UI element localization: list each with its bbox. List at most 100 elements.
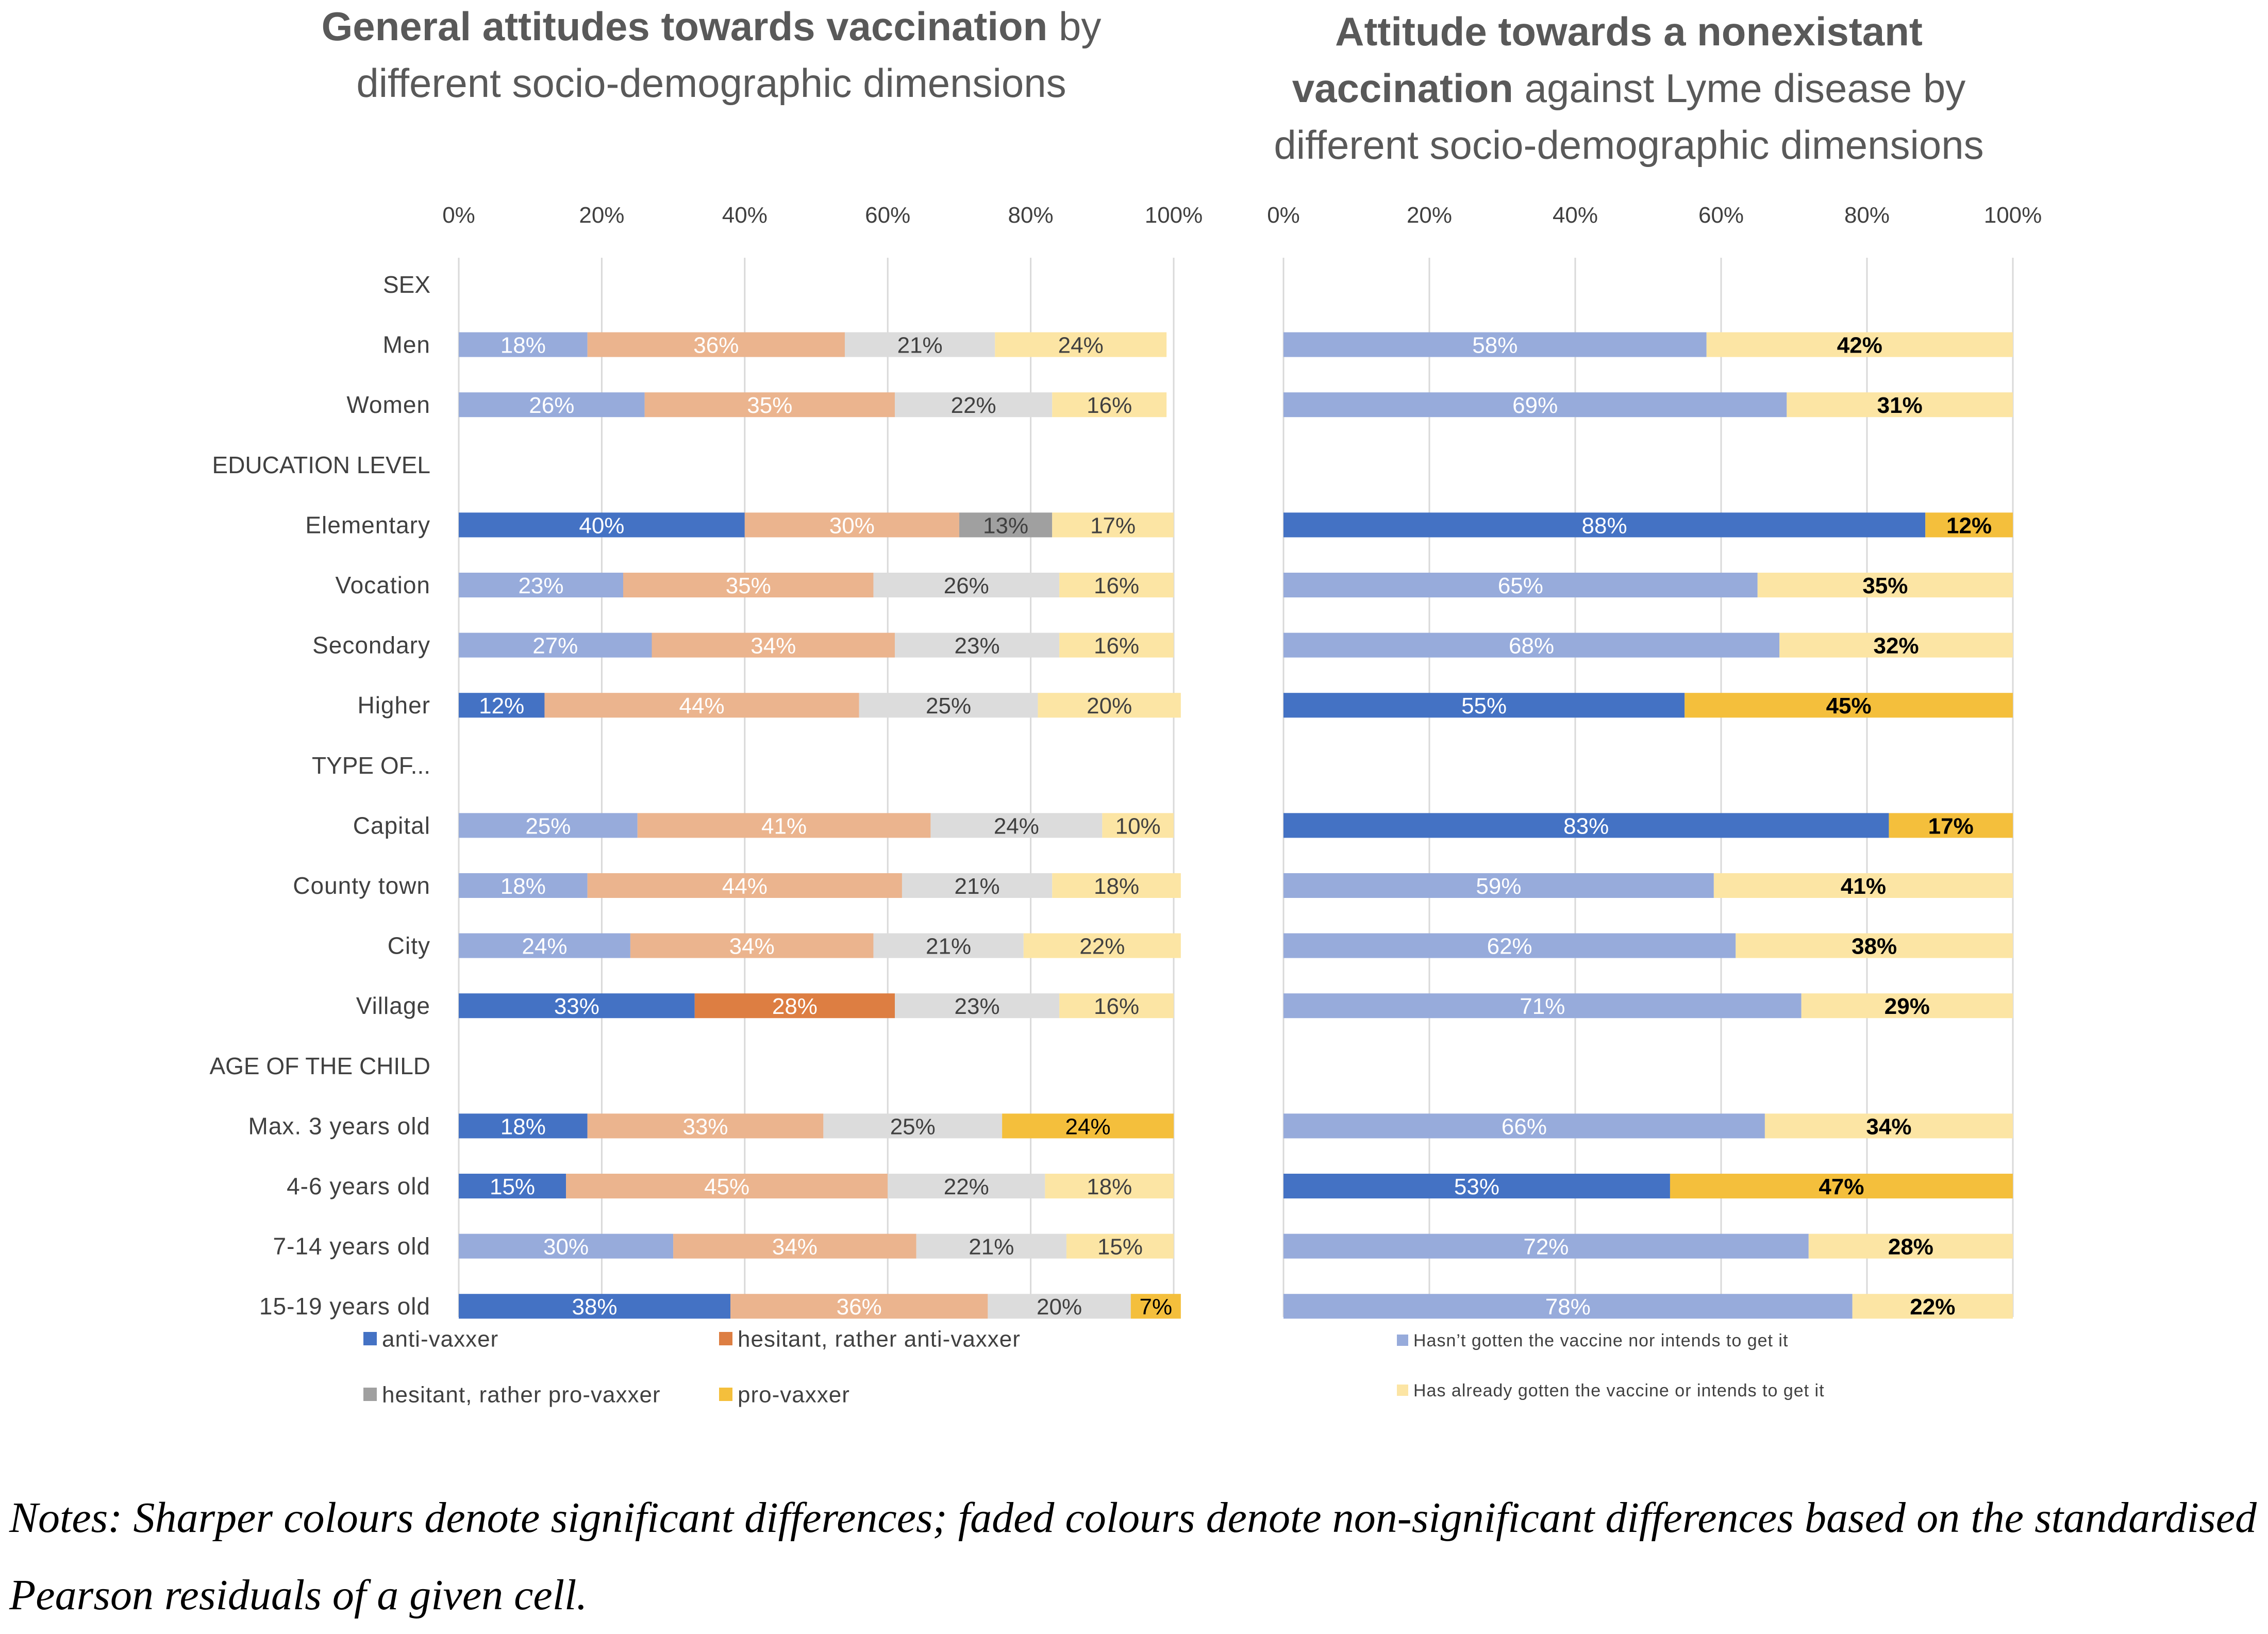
- left-data-label: 40%: [579, 513, 624, 538]
- right-legend-label: Has already gotten the vaccine or intend…: [1413, 1381, 1825, 1400]
- left-legend-swatch: [719, 1332, 732, 1345]
- category-label: Village: [356, 992, 430, 1019]
- left-data-label: 24%: [1058, 333, 1104, 358]
- right-data-label: 28%: [1888, 1235, 1933, 1260]
- left-data-label: 27%: [532, 633, 578, 659]
- category-label: Elementary: [305, 511, 430, 538]
- right-data-label: 12%: [1946, 513, 1992, 538]
- left-data-label: 18%: [501, 1114, 546, 1139]
- right-x-tick-label: 20%: [1407, 203, 1452, 228]
- category-label: Capital: [353, 812, 430, 839]
- left-bar-segment: [459, 1174, 566, 1198]
- right-data-label: 31%: [1877, 393, 1923, 418]
- left-x-tick-label: 40%: [722, 203, 768, 228]
- left-bar-segment: [459, 933, 630, 958]
- right-bar-segment: [1283, 1233, 1809, 1259]
- left-chart-title: General attitudes towards vaccination by…: [322, 4, 1102, 106]
- left-bar-segment: [895, 392, 1053, 418]
- left-bar-segment: [888, 1174, 1045, 1198]
- left-title-line2: different socio-demographic dimensions: [356, 60, 1066, 106]
- right-data-label: 34%: [1866, 1114, 1911, 1139]
- right-bar-segment: [1283, 573, 1758, 597]
- left-bar-segment: [916, 1233, 1066, 1259]
- left-bar-segment: [988, 1294, 1131, 1319]
- right-bar-segment: [1889, 813, 2013, 838]
- right-data-label: 68%: [1509, 633, 1554, 659]
- left-data-label: 22%: [951, 393, 996, 418]
- right-bar-segment: [1764, 1113, 2013, 1139]
- left-legend-label: pro-vaxxer: [738, 1382, 850, 1407]
- left-bar-segment: [459, 573, 624, 597]
- left-legend-swatch: [363, 1388, 377, 1401]
- left-data-label: 13%: [983, 513, 1028, 538]
- right-x-tick-label: 40%: [1553, 203, 1598, 228]
- right-bar-segment: [1852, 1294, 2013, 1319]
- svg-text:General attitudes towards vacc: General attitudes towards vaccination by: [322, 4, 1102, 49]
- left-data-label: 12%: [479, 693, 524, 719]
- left-bar-segment: [587, 1113, 824, 1139]
- right-data-label: 72%: [1523, 1235, 1569, 1260]
- left-bar-segment: [1102, 813, 1174, 838]
- left-bar-segment: [823, 1113, 1003, 1139]
- right-data-label: 71%: [1520, 994, 1565, 1019]
- left-bar-segment: [844, 332, 995, 357]
- left-bar-segment: [459, 873, 588, 898]
- right-bar-segment: [1757, 573, 2013, 597]
- category-header: AGE OF THE CHILD: [209, 1053, 430, 1079]
- svg-text:vaccination against Lyme disea: vaccination against Lyme disease by: [1292, 65, 1965, 111]
- left-legend-label: anti-vaxxer: [382, 1326, 498, 1352]
- left-bar-segment: [459, 813, 638, 838]
- right-chart-title: Attitude towards a nonexistant vaccinati…: [1274, 9, 1983, 168]
- left-data-label: 25%: [525, 813, 571, 839]
- left-bar-segment: [544, 693, 859, 718]
- right-data-label: 59%: [1476, 874, 1521, 899]
- category-label: Vocation: [336, 572, 430, 598]
- left-bar-segment: [895, 993, 1060, 1019]
- left-bar-segment: [959, 512, 1053, 538]
- left-bar-segment: [652, 632, 895, 658]
- right-title-bold: vaccination: [1292, 65, 1513, 111]
- category-label: Women: [346, 391, 430, 418]
- right-x-tick-label: 100%: [1984, 203, 2042, 228]
- left-bar-segment: [1023, 933, 1181, 958]
- left-data-label: 36%: [693, 333, 739, 358]
- left-data-label: 26%: [944, 573, 989, 598]
- category-label: Secondary: [312, 632, 430, 659]
- right-bar-segment: [1283, 512, 1926, 538]
- left-bar-segment: [995, 332, 1167, 357]
- right-data-label: 38%: [1852, 934, 1897, 959]
- right-data-label: 55%: [1461, 693, 1507, 719]
- left-bar-segment: [1066, 1233, 1174, 1259]
- right-bar-segment: [1283, 873, 1714, 898]
- left-data-label: 35%: [747, 393, 792, 418]
- right-data-label: 65%: [1498, 573, 1543, 598]
- right-data-label: 53%: [1454, 1174, 1499, 1199]
- left-bar-segment: [895, 632, 1060, 658]
- left-data-label: 36%: [837, 1294, 882, 1320]
- right-data-label: 83%: [1563, 813, 1609, 839]
- left-data-label: 16%: [1094, 994, 1139, 1019]
- left-bar-segment: [859, 693, 1038, 718]
- left-data-label: 24%: [1065, 1114, 1111, 1139]
- category-label: City: [388, 932, 430, 959]
- right-bar-segment: [1779, 632, 2013, 658]
- right-data-label: 66%: [1502, 1114, 1547, 1139]
- category-label: 15-19 years old: [259, 1293, 430, 1320]
- left-bar-segment: [637, 813, 931, 838]
- right-bar-segment: [1670, 1174, 2013, 1198]
- right-x-tick-label: 0%: [1267, 203, 1300, 228]
- right-bar-segment: [1808, 1233, 2013, 1259]
- left-data-label: 44%: [679, 693, 725, 719]
- left-x-tick-label: 0%: [442, 203, 475, 228]
- right-legend-swatch: [1397, 1335, 1408, 1346]
- left-bar-segment: [930, 813, 1103, 838]
- left-bar-segment: [1052, 873, 1181, 898]
- right-bar-segment: [1713, 873, 2013, 898]
- right-data-label: 45%: [1826, 693, 1872, 719]
- right-data-label: 29%: [1885, 994, 1930, 1019]
- left-data-label: 7%: [1140, 1294, 1173, 1320]
- left-data-label: 23%: [518, 573, 563, 598]
- left-data-label: 24%: [994, 813, 1039, 839]
- left-bar-segment: [1059, 993, 1174, 1019]
- left-data-label: 20%: [1087, 693, 1132, 719]
